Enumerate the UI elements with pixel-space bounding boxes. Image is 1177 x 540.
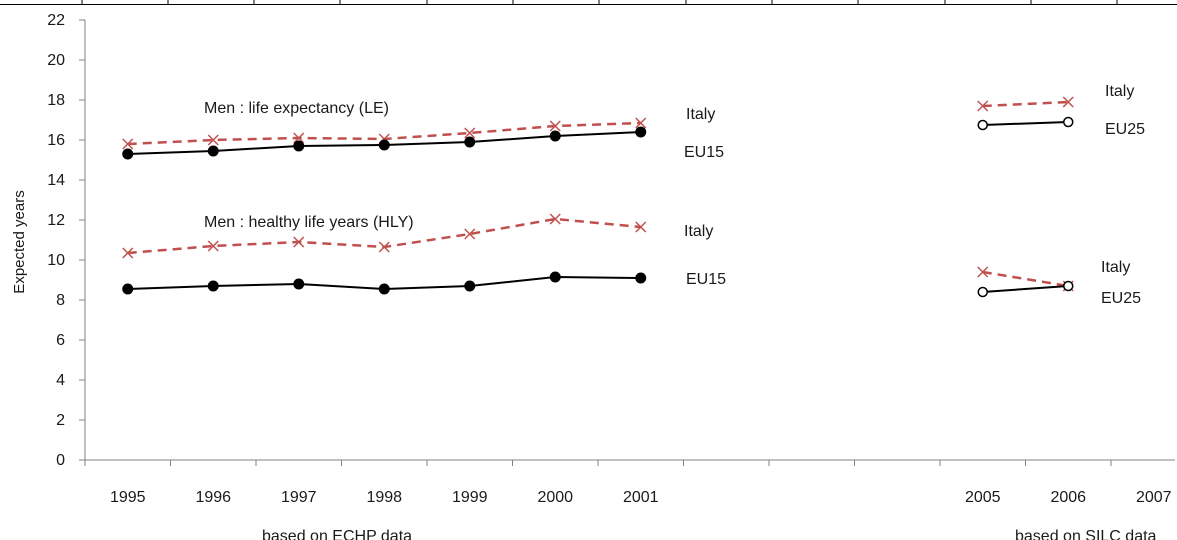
hly-italy-echp-label: Italy: [684, 223, 713, 240]
y-tick-label: 8: [56, 292, 65, 309]
series-le-eu15: [122, 126, 647, 160]
series-line: [982, 270, 1069, 288]
series-line: [982, 121, 1069, 126]
y-tick-label: 6: [56, 332, 65, 349]
silc-section-label: based on SILC data: [1015, 528, 1157, 540]
series-le-eu25: [977, 116, 1074, 131]
annotation-layer: Men : life expectancy (LE) Men : healthy…: [11, 83, 1157, 540]
data-point-cross: [464, 228, 476, 240]
data-point-cross: [549, 213, 561, 225]
data-point-dot: [464, 280, 476, 292]
x-tick-label: 1998: [366, 489, 402, 506]
data-point-dot: [293, 278, 305, 290]
y-axis-title: Expected years: [11, 190, 28, 293]
series-hly-eu25: [977, 280, 1074, 298]
series-hly-italy-echp: [122, 213, 647, 259]
data-point-cross: [378, 241, 390, 253]
data-point-dot: [378, 139, 390, 151]
y-tick-label: 0: [56, 452, 65, 469]
data-point-cross: [293, 132, 305, 144]
y-tick-label: 2: [56, 412, 65, 429]
y-tick-label: 22: [47, 12, 65, 29]
x-axis: 1995 1996 1997 1998 1999 2000 2001 2005 2006 2007: [84, 459, 1175, 506]
le-italy-silc-label: Italy: [1105, 83, 1134, 100]
data-point-cross: [293, 236, 305, 248]
data-point-cross: [977, 100, 989, 112]
data-point-dot: [635, 126, 647, 138]
data-point-cross: [977, 266, 989, 278]
le-italy-echp-label: Italy: [686, 106, 715, 123]
y-tick-label: 14: [47, 172, 65, 189]
x-tick-label: 1999: [452, 489, 488, 506]
series-hly-eu15: [122, 271, 647, 295]
data-point-dot: [207, 280, 219, 292]
data-point-dot: [122, 148, 134, 160]
x-tick-label: 2001: [623, 489, 659, 506]
hly-eu15-label: EU15: [686, 271, 726, 288]
data-point-dot: [378, 283, 390, 295]
data-point-cross: [122, 138, 134, 150]
data-point-open-circle: [977, 286, 988, 298]
data-point-open-circle: [1063, 280, 1074, 292]
data-point-cross: [207, 240, 219, 252]
x-tick-label: 2007: [1136, 489, 1172, 506]
echp-section-label: based on ECHP data: [262, 528, 412, 540]
data-point-cross: [207, 134, 219, 146]
y-tick-label: 18: [47, 92, 65, 109]
data-point-dot: [549, 271, 561, 283]
series-line: [982, 100, 1069, 108]
y-tick-label: 4: [56, 372, 65, 389]
x-tick-label: 1996: [195, 489, 231, 506]
series-line: [982, 285, 1069, 293]
data-point-dot: [207, 145, 219, 157]
series-le-italy-echp: [122, 117, 647, 150]
series-le-italy-silc: [977, 96, 1074, 112]
y-tick-label: 12: [47, 212, 65, 229]
data-point-dot: [635, 272, 647, 284]
data-point-cross: [549, 120, 561, 132]
data-point-open-circle: [1063, 116, 1074, 128]
y-tick-label: 20: [47, 52, 65, 69]
data-point-dot: [464, 136, 476, 148]
le-group-label: Men : life expectancy (LE): [204, 100, 389, 117]
hly-eu25-label: EU25: [1101, 290, 1141, 307]
data-point-dot: [549, 130, 561, 142]
x-tick-label: 2000: [537, 489, 573, 506]
le-eu15-label: EU15: [684, 144, 724, 161]
data-point-cross: [122, 247, 134, 259]
y-tick-label: 10: [47, 252, 65, 269]
data-point-cross: [635, 117, 647, 129]
data-point-dot: [293, 140, 305, 152]
data-point-cross: [635, 221, 647, 233]
series-layer: [122, 96, 1074, 298]
hly-italy-silc-label: Italy: [1101, 259, 1130, 276]
y-axis: 0 2 4 6 8 10 12 14 16 18 20 22: [47, 12, 86, 469]
data-point-dot: [122, 283, 134, 295]
data-point-open-circle: [977, 119, 988, 131]
data-point-cross: [464, 127, 476, 139]
x-tick-label: 2005: [965, 489, 1001, 506]
clipped-table-edge: [0, 0, 1177, 5]
data-point-cross: [1062, 96, 1074, 108]
x-tick-label: 2006: [1050, 489, 1086, 506]
hly-group-label: Men : healthy life years (HLY): [204, 214, 414, 231]
le-eu25-label: EU25: [1105, 121, 1145, 138]
x-tick-label: 1997: [281, 489, 317, 506]
x-tick-label: 1995: [110, 489, 146, 506]
y-tick-label: 16: [47, 132, 65, 149]
